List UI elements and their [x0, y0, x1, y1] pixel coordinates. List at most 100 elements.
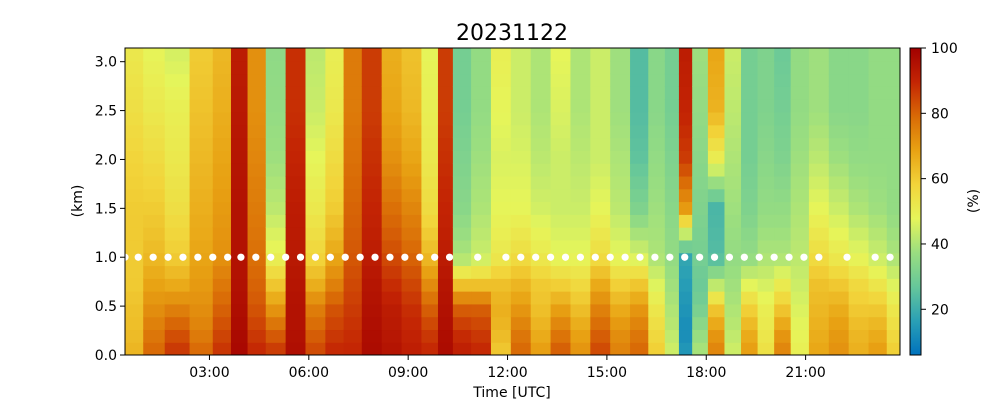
heatmap-cell [247, 291, 267, 305]
heatmap-cell [437, 239, 454, 254]
heatmap-cell [285, 99, 307, 113]
heatmap-cell [510, 303, 532, 318]
heatmap-cell [648, 175, 666, 190]
heatmap-cell [143, 73, 166, 87]
heatmap-cell [510, 48, 532, 62]
heatmap-cell [757, 163, 775, 177]
cloud-base-marker [546, 253, 555, 261]
heatmap-cell [648, 239, 666, 254]
heatmap-cell [757, 329, 775, 343]
heatmap-cell [707, 99, 726, 113]
heatmap-cell [808, 99, 830, 113]
heatmap-cell [790, 86, 810, 100]
heatmap-cell [808, 214, 830, 228]
heatmap-cell [808, 265, 830, 279]
heatmap-cell [437, 316, 454, 331]
heatmap-cell [285, 291, 307, 305]
heatmap-cell [305, 227, 326, 241]
heatmap-cell [530, 150, 552, 164]
heatmap-cell [741, 291, 759, 305]
heatmap-cell [285, 278, 307, 292]
heatmap-cell [325, 291, 345, 305]
heatmap-cell [164, 342, 191, 355]
heatmap-cell [590, 60, 611, 75]
heatmap-cell [325, 86, 345, 100]
heatmap-cell [247, 111, 267, 126]
heatmap-cell [247, 303, 267, 318]
heatmap-cell [741, 265, 759, 279]
heatmap-cell [757, 175, 775, 190]
heatmap-cell [421, 278, 439, 292]
heatmap-cell [808, 316, 830, 331]
heatmap-cell [247, 150, 267, 164]
heatmap-cell [848, 111, 870, 126]
heatmap-cell [757, 124, 775, 139]
heatmap-cell [610, 73, 631, 87]
heatmap-cell [741, 175, 759, 190]
y-axis-title: (km) [70, 185, 86, 218]
heatmap-cell [212, 111, 232, 126]
heatmap-cell [265, 342, 287, 355]
heatmap-cell [808, 48, 830, 62]
heatmap-cell [774, 73, 792, 87]
heatmap-cell [848, 73, 870, 87]
heatmap-cell [164, 316, 191, 331]
heatmap-cell [707, 291, 726, 305]
heatmap-cell [361, 175, 383, 190]
heatmap-cell [471, 175, 492, 190]
cloud-base-marker [696, 253, 704, 261]
heatmap-cell [510, 60, 532, 75]
heatmap-cell [343, 111, 363, 126]
heatmap-cell [189, 316, 214, 331]
heatmap-cell [510, 214, 532, 228]
heatmap-cell [664, 227, 680, 241]
heatmap-cell [305, 201, 326, 215]
heatmap-cell [590, 175, 611, 190]
heatmap-cell [189, 188, 214, 203]
heatmap-cell [664, 48, 680, 62]
heatmap-cell [421, 303, 439, 318]
heatmap-cell [471, 99, 492, 113]
heatmap-cell [774, 99, 792, 113]
heatmap-cell [164, 99, 191, 113]
heatmap-cell [189, 60, 214, 75]
heatmap-cell [164, 163, 191, 177]
heatmap-cell [630, 111, 649, 126]
heatmap-cell [510, 227, 532, 241]
heatmap-cell [848, 86, 870, 100]
heatmap-cell [285, 201, 307, 215]
heatmap-cell [247, 86, 267, 100]
heatmap-cell [808, 111, 830, 126]
heatmap-cell [648, 265, 666, 279]
cloud-base-marker [785, 253, 793, 261]
heatmap-cell [630, 137, 649, 151]
cloud-base-marker [710, 253, 719, 261]
heatmap-cell [570, 303, 591, 318]
heatmap-cell [692, 342, 709, 355]
heatmap-cell [471, 150, 492, 164]
heatmap-cell [164, 278, 191, 292]
heatmap-cell [692, 60, 709, 75]
heatmap-cell [164, 48, 191, 62]
heatmap-cell [343, 99, 363, 113]
heatmap-cell [808, 329, 830, 343]
heatmap-cell [343, 137, 363, 151]
heatmap-cell [361, 227, 383, 241]
heatmap-cell [421, 73, 439, 87]
heatmap-cell [570, 329, 591, 343]
heatmap-cell [774, 175, 792, 190]
heatmap-cell [678, 291, 693, 305]
heatmap-cell [452, 214, 472, 228]
heatmap-cell [808, 188, 830, 203]
heatmap-cell [230, 239, 249, 254]
heatmap-cell [230, 86, 249, 100]
heatmap-cell [143, 111, 166, 126]
heatmap-cell [143, 329, 166, 343]
heatmap-cell [630, 329, 649, 343]
heatmap-cell [678, 60, 693, 75]
heatmap-cell [437, 265, 454, 279]
heatmap-cell [630, 86, 649, 100]
heatmap-cell [590, 214, 611, 228]
heatmap-cell [381, 188, 403, 203]
heatmap-cell [550, 137, 572, 151]
